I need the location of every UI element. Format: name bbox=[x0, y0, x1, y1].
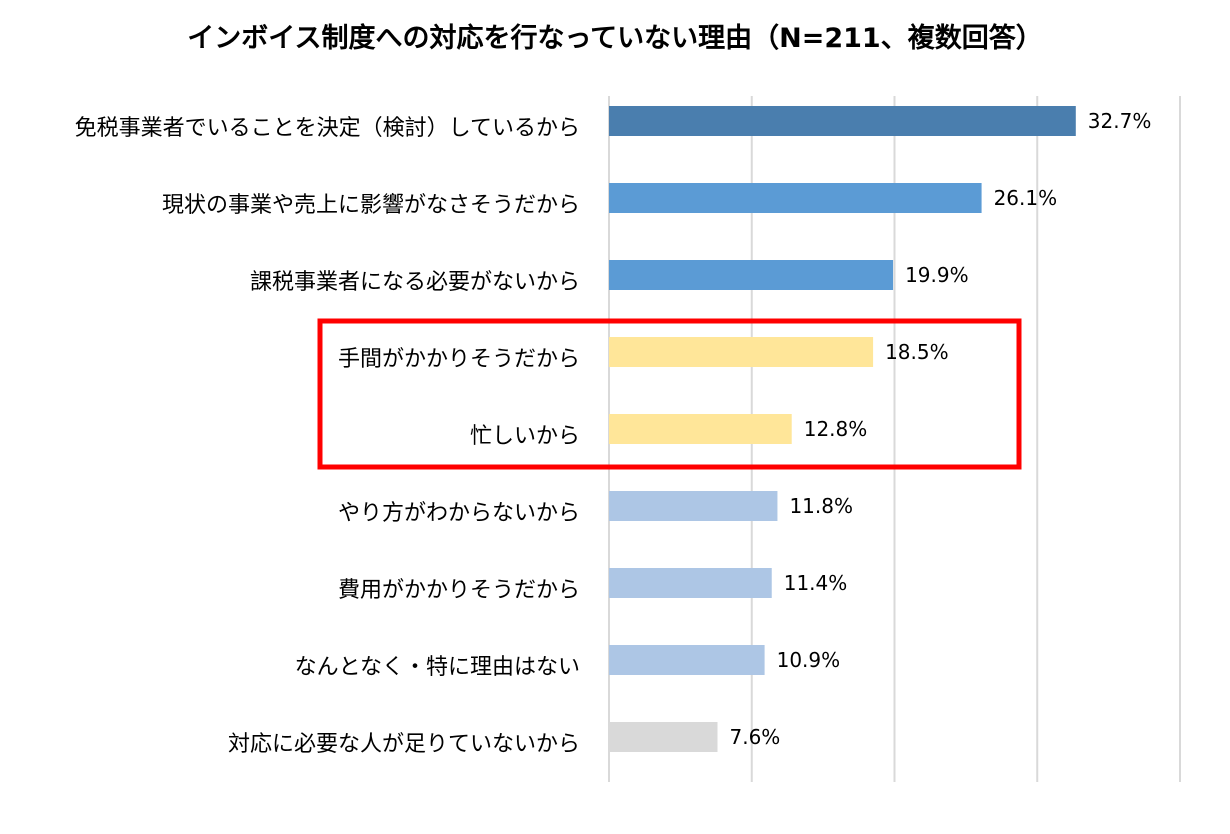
bar bbox=[609, 491, 778, 521]
bar bbox=[609, 568, 772, 598]
value-label: 18.5% bbox=[885, 340, 949, 364]
bar bbox=[609, 414, 792, 444]
category-label: 現状の事業や売上に影響がなさそうだから bbox=[162, 193, 580, 218]
bar bbox=[609, 337, 874, 367]
category-label: 課税事業者になる必要がないから bbox=[250, 270, 580, 295]
category-label: 免税事業者でいることを決定（検討）しているから bbox=[75, 116, 580, 141]
bars bbox=[609, 106, 1076, 752]
highlight-box bbox=[317, 318, 1022, 470]
bar bbox=[609, 722, 718, 752]
value-label: 32.7% bbox=[1088, 109, 1152, 133]
category-labels: 免税事業者でいることを決定（検討）しているから現状の事業や売上に影響がなさそうだ… bbox=[75, 116, 580, 757]
category-label: 費用がかかりそうだから bbox=[338, 578, 580, 603]
value-label: 12.8% bbox=[804, 417, 868, 441]
bar bbox=[609, 645, 765, 675]
category-label: なんとなく・特に理由はない bbox=[295, 655, 580, 680]
value-label: 11.8% bbox=[789, 494, 853, 518]
bar bbox=[609, 260, 894, 290]
category-label: 対応に必要な人が足りていないから bbox=[228, 732, 580, 757]
chart-title: インボイス制度への対応を行なっていない理由（N=211、複数回答） bbox=[187, 23, 1043, 54]
value-label: 19.9% bbox=[905, 263, 969, 287]
value-label: 7.6% bbox=[729, 725, 780, 749]
highlight-layer bbox=[317, 318, 1022, 470]
value-label: 11.4% bbox=[784, 571, 848, 595]
value-label: 10.9% bbox=[777, 648, 841, 672]
bar bbox=[609, 106, 1076, 136]
category-label: 手間がかかりそうだから bbox=[338, 347, 580, 372]
bar bbox=[609, 183, 982, 213]
value-label: 26.1% bbox=[994, 186, 1058, 210]
value-labels: 32.7% 26.1% 19.9% 18.5% 12.8% 11.8% 11.4% 10.9%… bbox=[729, 109, 1151, 749]
category-label: やり方がわからないから bbox=[338, 501, 580, 526]
category-label: 忙しいから bbox=[470, 424, 580, 449]
